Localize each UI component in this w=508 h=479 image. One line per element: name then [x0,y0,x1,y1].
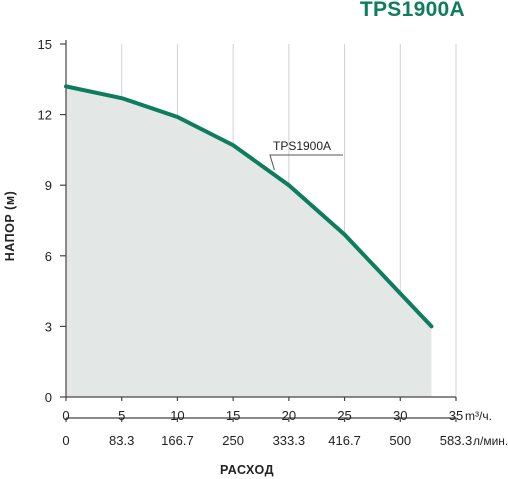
x-tick-label: 35 [449,408,463,423]
chart-title: TPS1900A [360,0,465,21]
x-tick-label-secondary: 500 [389,433,411,448]
y-axis-title: НАПОР (м) [3,191,17,261]
x-unit-secondary: л/мин. [473,434,508,448]
x-tick-label: 30 [393,408,407,423]
y-tick-label: 3 [45,319,52,334]
x-tick-label: 10 [170,408,184,423]
x-tick-label-secondary: 333.3 [273,433,306,448]
x-tick-labels-secondary: 0 83.3 166.7 250 333.3 416.7 500 583.3 л/мин. [62,433,508,448]
x-tick-label-secondary: 416.7 [328,433,361,448]
curve-area-fill [66,86,432,398]
y-tick-label: 0 [45,390,52,405]
x-tick-label-secondary: 250 [222,433,244,448]
series-line-tps1900a [64,84,434,329]
x-tick-labels-primary: 0 5 10 15 20 25 30 35 m³/ч. [62,408,492,423]
x-tick-label-secondary: 83.3 [109,433,134,448]
y-tick-label: 12 [38,108,52,123]
x-tick-label-secondary: 166.7 [161,433,194,448]
x-tick-label: 25 [337,408,351,423]
y-tick-labels: 0 3 6 9 12 15 [38,37,52,405]
x-tick-label: 5 [118,408,125,423]
x-tick-label: 0 [62,408,69,423]
x-tick-label-secondary: 583.3 [440,433,473,448]
axes [60,40,457,422]
series-label-leader [269,154,343,171]
series-label: TPS1900A [269,139,343,171]
x-tick-label-secondary: 0 [62,433,69,448]
x-tick-label: 15 [226,408,240,423]
x-axis-title: РАСХОД [220,463,274,477]
y-tick-label: 9 [45,178,52,193]
y-tick-label: 6 [45,249,52,264]
x-unit-primary: m³/ч. [465,409,492,423]
y-tick-label: 15 [38,37,52,52]
x-tick-label: 20 [282,408,296,423]
series-label-text: TPS1900A [273,139,331,153]
